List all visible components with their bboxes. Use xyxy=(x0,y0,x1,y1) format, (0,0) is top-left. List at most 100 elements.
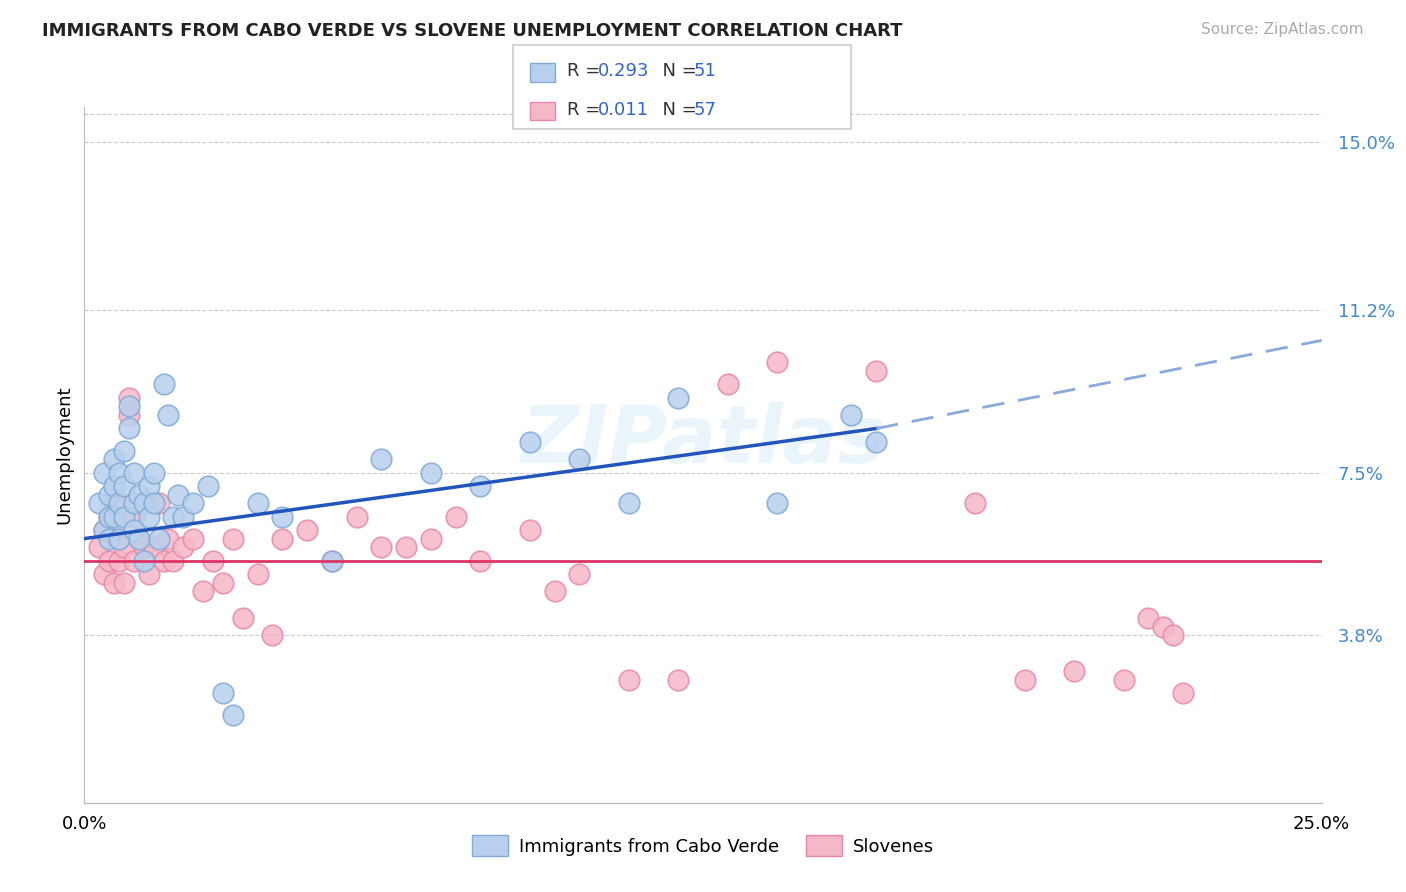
Point xyxy=(346,509,368,524)
Point xyxy=(1171,686,1194,700)
Point xyxy=(132,553,155,567)
Point xyxy=(246,496,269,510)
Point xyxy=(112,509,135,524)
Point xyxy=(118,421,141,435)
Point xyxy=(865,434,887,449)
Point xyxy=(222,707,245,722)
Text: ZIPatlas: ZIPatlas xyxy=(520,402,886,480)
Point xyxy=(543,584,565,599)
Point xyxy=(103,575,125,590)
Point xyxy=(470,553,492,567)
Text: 0.293: 0.293 xyxy=(598,62,650,80)
Point xyxy=(212,686,235,700)
Point xyxy=(98,553,121,567)
Point xyxy=(470,479,492,493)
Point xyxy=(965,496,987,510)
Point xyxy=(295,523,318,537)
Point xyxy=(152,377,174,392)
Point xyxy=(262,628,284,642)
Point xyxy=(108,496,131,510)
Point xyxy=(122,553,145,567)
Point xyxy=(321,553,343,567)
Point xyxy=(212,575,235,590)
Point xyxy=(103,496,125,510)
Point xyxy=(172,509,194,524)
Point xyxy=(112,479,135,493)
Point xyxy=(568,452,591,467)
Point xyxy=(93,523,115,537)
Point xyxy=(419,532,441,546)
Point xyxy=(142,541,165,555)
Point xyxy=(1014,673,1036,687)
Point xyxy=(98,487,121,501)
Point xyxy=(865,364,887,378)
Point xyxy=(138,479,160,493)
Point xyxy=(93,523,115,537)
Point xyxy=(172,541,194,555)
Point xyxy=(118,391,141,405)
Point xyxy=(108,553,131,567)
Point xyxy=(128,532,150,546)
Text: N =: N = xyxy=(651,62,703,80)
Point xyxy=(191,584,214,599)
Point xyxy=(112,443,135,458)
Point xyxy=(103,509,125,524)
Point xyxy=(202,553,225,567)
Text: 57: 57 xyxy=(693,101,716,119)
Point xyxy=(519,434,541,449)
Point xyxy=(1137,611,1160,625)
Point xyxy=(766,496,789,510)
Point xyxy=(103,479,125,493)
Point xyxy=(666,391,689,405)
Point xyxy=(128,487,150,501)
Text: N =: N = xyxy=(651,101,703,119)
Point xyxy=(148,532,170,546)
Point xyxy=(98,509,121,524)
Point xyxy=(152,553,174,567)
Point xyxy=(128,532,150,546)
Point xyxy=(122,466,145,480)
Point xyxy=(1161,628,1184,642)
Point xyxy=(89,541,111,555)
Point xyxy=(568,566,591,581)
Point xyxy=(122,509,145,524)
Point xyxy=(162,509,184,524)
Text: 51: 51 xyxy=(693,62,716,80)
Point xyxy=(93,566,115,581)
Point xyxy=(181,532,204,546)
Point xyxy=(717,377,740,392)
Point xyxy=(370,541,392,555)
Point xyxy=(122,523,145,537)
Point xyxy=(108,466,131,480)
Point xyxy=(222,532,245,546)
Point xyxy=(142,496,165,510)
Text: Source: ZipAtlas.com: Source: ZipAtlas.com xyxy=(1201,22,1364,37)
Point xyxy=(142,466,165,480)
Point xyxy=(108,532,131,546)
Point xyxy=(138,566,160,581)
Text: IMMIGRANTS FROM CABO VERDE VS SLOVENE UNEMPLOYMENT CORRELATION CHART: IMMIGRANTS FROM CABO VERDE VS SLOVENE UN… xyxy=(42,22,903,40)
Point xyxy=(157,409,180,423)
Point xyxy=(98,532,121,546)
Point xyxy=(246,566,269,581)
Point xyxy=(98,509,121,524)
Point xyxy=(444,509,467,524)
Text: 0.011: 0.011 xyxy=(598,101,648,119)
Point xyxy=(395,541,418,555)
Point xyxy=(271,532,294,546)
Point xyxy=(112,541,135,555)
Point xyxy=(232,611,254,625)
Point xyxy=(370,452,392,467)
Point xyxy=(108,532,131,546)
Point xyxy=(148,496,170,510)
Point xyxy=(122,496,145,510)
Text: R =: R = xyxy=(567,62,606,80)
Point xyxy=(157,532,180,546)
Point xyxy=(118,400,141,414)
Point xyxy=(112,575,135,590)
Point xyxy=(766,355,789,369)
Point xyxy=(167,487,190,501)
Point xyxy=(419,466,441,480)
Point xyxy=(841,409,863,423)
Point xyxy=(1112,673,1135,687)
